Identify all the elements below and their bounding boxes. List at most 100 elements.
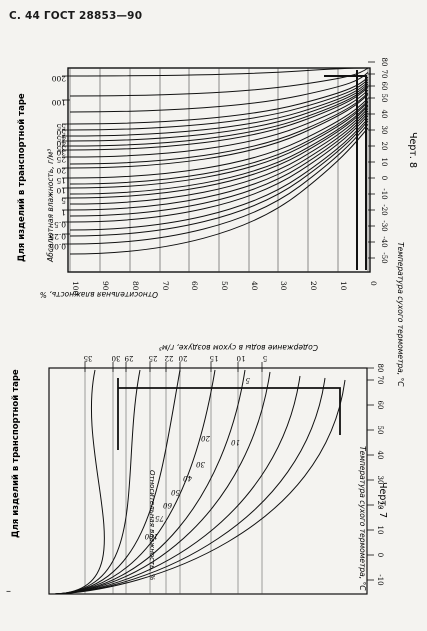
chart-8-side-title: Для изделий в транспортной таре <box>17 93 27 262</box>
chart-8-temp-tick: 70 <box>380 70 388 79</box>
chart-7-curve <box>54 369 246 595</box>
chart-8-rh-tick: 0 <box>369 281 378 286</box>
chart-8-abs-tick: 0.25 <box>49 232 66 241</box>
chart-8-abs-tick: 40 <box>56 139 66 148</box>
chart-8-rh-tick: 90 <box>101 281 110 291</box>
chart-7-content-tick: 35 <box>84 354 93 362</box>
chart-8-limit-box <box>324 70 367 270</box>
chart-7-edge-mark: – <box>6 586 11 597</box>
chart-7-temp-tick: 0 <box>376 553 384 557</box>
chart-7-limit-box <box>117 378 341 450</box>
chart-7-content-tick: 22 <box>165 354 174 362</box>
chart-7-temp-tick: 60 <box>376 401 384 410</box>
chart-8-abs-tick: 0.05 <box>49 242 66 251</box>
chart-8-abs-tick: 0.5 <box>54 220 66 229</box>
chart-8-temp-tick: 30 <box>380 126 388 135</box>
chart-8-curve <box>69 81 369 137</box>
chart-8-curve <box>69 127 369 255</box>
chart-8-rh-tick: 20 <box>309 281 318 291</box>
chart-7-temp-tick: -10 <box>376 574 384 585</box>
chart-8-temp-tick: 40 <box>380 110 388 119</box>
chart-8-curve <box>69 108 369 205</box>
chart-8-curve <box>69 79 369 131</box>
chart-7-caption: Черт. 7 <box>377 482 388 518</box>
chart-7-curve-label: 50 <box>171 488 180 496</box>
chart-8-curve <box>69 110 369 211</box>
chart-8-curve <box>69 89 369 158</box>
chart-8-abs-tick: 20 <box>56 166 66 175</box>
chart-7-curves <box>54 369 346 595</box>
chart-7-curve <box>54 369 141 595</box>
chart-8-temp-tick: 10 <box>380 158 388 167</box>
chart-7-content-tick: 30 <box>112 354 121 362</box>
chart-8-temp-ticks: -50 -40 -30 -20 -10 0 10 20 30 40 50 60 70 80 <box>368 58 388 264</box>
chart-7-frame <box>48 367 368 595</box>
chart-7-curve <box>54 369 216 595</box>
chart-8-abs-tick: 45 <box>56 134 66 143</box>
chart-7-temp-tick: 40 <box>376 451 384 460</box>
chart-8-curve <box>69 86 369 151</box>
chart-8-rh-tick: 100 <box>71 281 80 296</box>
chart-8-curve <box>69 115 369 223</box>
chart-8-curve <box>69 105 369 199</box>
chart-8-curve <box>69 123 369 245</box>
chart-7-temp-tick: 30 <box>376 476 384 485</box>
chart-7-content-tick: 10 <box>237 354 246 362</box>
chart-7-curve-label: 30 <box>196 460 205 468</box>
chart-7-content-label: Содержание воды в сухом воздухе, г/м³ <box>159 343 318 352</box>
chart-8-curves <box>69 67 369 255</box>
chart-8-rh-tick: 40 <box>250 281 259 291</box>
chart-8-rh-tick: 70 <box>161 281 170 291</box>
chart-8-curve <box>69 120 369 237</box>
chart-7-temp-ticks: -10 0 10 20 30 40 50 60 70 80 <box>367 364 384 586</box>
chart-8-curve <box>69 112 369 217</box>
chart-8-y-label: Абсолютная влажность, г/м³ <box>46 149 55 263</box>
chart-7-temp-tick: 50 <box>376 426 384 435</box>
chart-8-abs-tick: 5 <box>61 196 66 205</box>
chart-7-curve <box>54 375 301 595</box>
chart-7-content-ticks: 35 30 29 25 22 20 15 10 5 <box>84 354 267 372</box>
chart-7-curve-label: 40 <box>183 474 193 482</box>
chart-7-rh-label: Относительная влажность, % <box>148 470 156 581</box>
chart-7-curve-label: 60 <box>163 501 172 509</box>
chart-8-curve <box>69 67 369 97</box>
chart-8-curve <box>69 67 369 77</box>
chart-7-content-tick: 20 <box>179 354 188 362</box>
chart-7-temp-tick: 80 <box>376 364 384 373</box>
chart-8-temp-tick: 80 <box>380 58 388 67</box>
chart-8-abs-tick: 10 <box>56 186 66 195</box>
chart-7-gridlines <box>84 368 263 594</box>
chart-8-abs-tick: 50 <box>56 128 66 137</box>
chart-8-temp-tick: 0 <box>380 176 388 180</box>
chart-8-curve <box>69 72 369 113</box>
chart-8-temp-tick: 20 <box>380 142 388 151</box>
chart-7-curve-label: 10 <box>231 438 240 446</box>
chart-7-content-tick: 25 <box>149 354 158 362</box>
chart-8-abs-tick: 15 <box>56 176 66 185</box>
chart-8-curve <box>69 100 369 185</box>
chart-8-abs-tick: 55 <box>56 122 66 131</box>
chart-7-curve-label: 100 <box>144 532 158 540</box>
chart-8-x-label: Относительная влажность, % <box>40 290 158 299</box>
chart-8-abs-tick: 25 <box>56 155 66 164</box>
chart-7-curve <box>54 377 326 595</box>
chart-8-curve <box>69 101 369 189</box>
chart-7-content-tick: 15 <box>210 354 219 362</box>
chart-8-rh-tick: 50 <box>220 281 229 291</box>
chart-8-temp-tick: 60 <box>380 82 388 91</box>
chart-8-rh-tick: 80 <box>131 281 140 291</box>
chart-8-temp-tick: 50 <box>380 94 388 103</box>
chart-8-rh-tick: 30 <box>279 281 288 291</box>
chart-7-curve-label: 5 <box>245 376 250 384</box>
chart-7-curve-label: 20 <box>201 434 211 442</box>
chart-8-temp-tick: -30 <box>380 220 388 231</box>
chart-8-rh-tick: 10 <box>339 281 348 291</box>
chart-8-curve <box>69 92 369 165</box>
chart-8-abs-tick: 1 <box>61 208 66 217</box>
chart-8-curve <box>69 85 369 147</box>
chart-8-curve <box>69 118 369 231</box>
